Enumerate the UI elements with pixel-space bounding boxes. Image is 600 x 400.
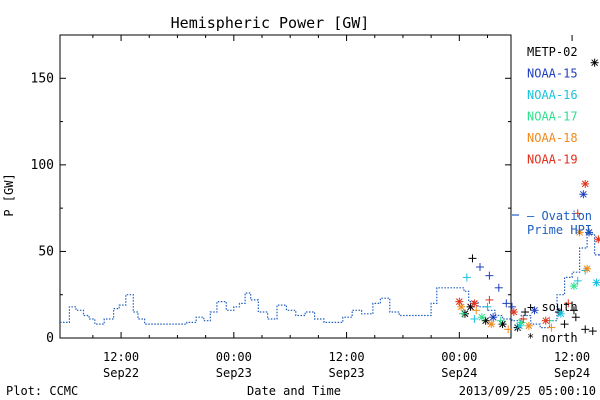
x-tick-label-date: Sep24	[441, 366, 477, 380]
data-point-noaa-17-north	[569, 282, 578, 291]
marker-legend-south: + south	[527, 300, 578, 314]
x-axis-label: Date and Time	[247, 384, 341, 398]
y-axis-label: P [GW]	[2, 173, 16, 216]
data-point-noaa-15-south	[494, 283, 503, 292]
data-point-noaa-19-north	[470, 299, 479, 308]
legend-item-noaa-15: NOAA-15	[527, 67, 578, 81]
x-tick-label-date: Sep23	[329, 366, 365, 380]
data-point-noaa-19-north	[541, 316, 550, 325]
data-point-noaa-15-south	[485, 271, 494, 280]
data-point-noaa-19-north	[581, 179, 590, 188]
data-point-noaa-15-north	[530, 306, 539, 315]
data-point-noaa-18-north	[583, 264, 592, 273]
data-point-metp-02-north	[590, 58, 599, 67]
ovation-legend-label: — Ovation	[527, 209, 592, 223]
data-point-metp-02-south	[581, 325, 590, 334]
data-point-noaa-15-south	[502, 299, 511, 308]
x-tick-label-date: Sep23	[216, 366, 252, 380]
data-point-noaa-18-north	[575, 228, 584, 237]
chart-title: Hemispheric Power [GW]	[171, 14, 370, 32]
data-point-noaa-16-north	[556, 309, 565, 318]
data-point-noaa-17-south	[496, 316, 505, 325]
ovation-hpi-line	[60, 233, 600, 329]
x-tick-label-time: 12:00	[329, 350, 365, 364]
data-point-noaa-18-north	[487, 320, 496, 329]
y-tick-label: 100	[31, 158, 54, 173]
data-point-noaa-17-north	[477, 313, 486, 322]
satellite-points	[455, 58, 600, 336]
marker-legend-north: * north	[527, 331, 578, 345]
legend-item-noaa-19: NOAA-19	[527, 153, 578, 167]
y-tick-label: 50	[38, 244, 54, 259]
data-point-noaa-16-south	[573, 276, 582, 285]
data-point-noaa-18-south	[472, 306, 481, 315]
data-point-metp-02-north	[498, 320, 507, 329]
data-point-noaa-16-north	[592, 278, 600, 287]
data-point-noaa-15-south	[475, 263, 484, 272]
data-point-noaa-15-south	[598, 254, 600, 256]
data-point-noaa-18-south	[504, 325, 513, 334]
data-point-metp-02-south	[468, 254, 477, 263]
data-point-metp-02-south	[521, 308, 530, 317]
x-tick-label-time: 12:00	[103, 350, 139, 364]
x-axis-ticks: 12:00 Sep22 00:00 Sep23 12:00 Sep23 00:00 Sep24…	[92, 35, 590, 380]
data-point-noaa-19-south	[519, 314, 528, 323]
x-tick-label-time: 00:00	[216, 350, 252, 364]
legend-item-noaa-16: NOAA-16	[527, 88, 578, 102]
ovation-series	[60, 233, 600, 329]
y-tick-label: 0	[46, 331, 54, 346]
x-tick-label-date: Sep22	[103, 366, 139, 380]
x-tick-label-time: 12:00	[554, 350, 590, 364]
data-point-noaa-19-south	[573, 209, 582, 218]
y-axis-ticks: 0 50 100 150	[31, 71, 511, 346]
data-point-noaa-16-south	[462, 273, 471, 282]
data-point-noaa-18-north	[524, 321, 533, 330]
legend-item-metp-02: METP-02	[527, 45, 578, 59]
data-point-noaa-17-south	[459, 309, 468, 318]
data-point-noaa-19-north	[594, 235, 600, 244]
data-point-metp-02-south	[571, 313, 580, 322]
data-point-noaa-17-north	[517, 318, 526, 327]
data-point-noaa-18-south	[547, 323, 556, 332]
timestamp: 2013/09/25 05:00:10	[459, 384, 596, 398]
data-point-noaa-15-north	[584, 228, 593, 237]
x-tick-label-time: 00:00	[441, 350, 477, 364]
marker-legend: + south * north	[527, 300, 578, 345]
data-point-metp-02-south	[588, 327, 597, 336]
data-point-metp-02-south	[560, 320, 569, 329]
plot-frame	[59, 34, 512, 339]
x-tick-label-date: Sep24	[554, 366, 590, 380]
data-point-noaa-16-south	[470, 314, 479, 323]
data-point-noaa-16-south	[483, 302, 492, 311]
data-point-noaa-15-north	[489, 313, 498, 322]
data-point-noaa-16-north	[515, 321, 524, 330]
data-point-noaa-19-south	[485, 295, 494, 304]
data-point-metp-02-south	[569, 306, 578, 315]
plot-credit: Plot: CCMC	[6, 384, 78, 398]
legend: METP-02 NOAA-15 NOAA-16 NOAA-17 NOAA-18 NOAA-…	[527, 45, 578, 167]
y-tick-label: 150	[31, 71, 54, 86]
legend-item-noaa-17: NOAA-17	[527, 110, 578, 124]
data-point-noaa-19-north	[455, 297, 464, 306]
data-point-noaa-19-south	[564, 299, 573, 308]
data-point-noaa-19-north	[509, 308, 518, 317]
data-point-noaa-15-north	[579, 190, 588, 199]
ovation-legend-label: Prime HPI	[527, 223, 592, 237]
legend-item-noaa-18: NOAA-18	[527, 131, 578, 145]
